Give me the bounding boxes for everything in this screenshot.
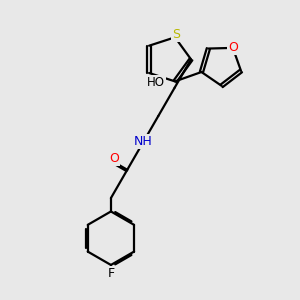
Text: HO: HO [147, 76, 165, 89]
Text: O: O [109, 152, 119, 165]
Text: S: S [172, 28, 181, 41]
Text: O: O [228, 41, 238, 54]
Text: NH: NH [134, 135, 152, 148]
Text: F: F [107, 267, 115, 280]
